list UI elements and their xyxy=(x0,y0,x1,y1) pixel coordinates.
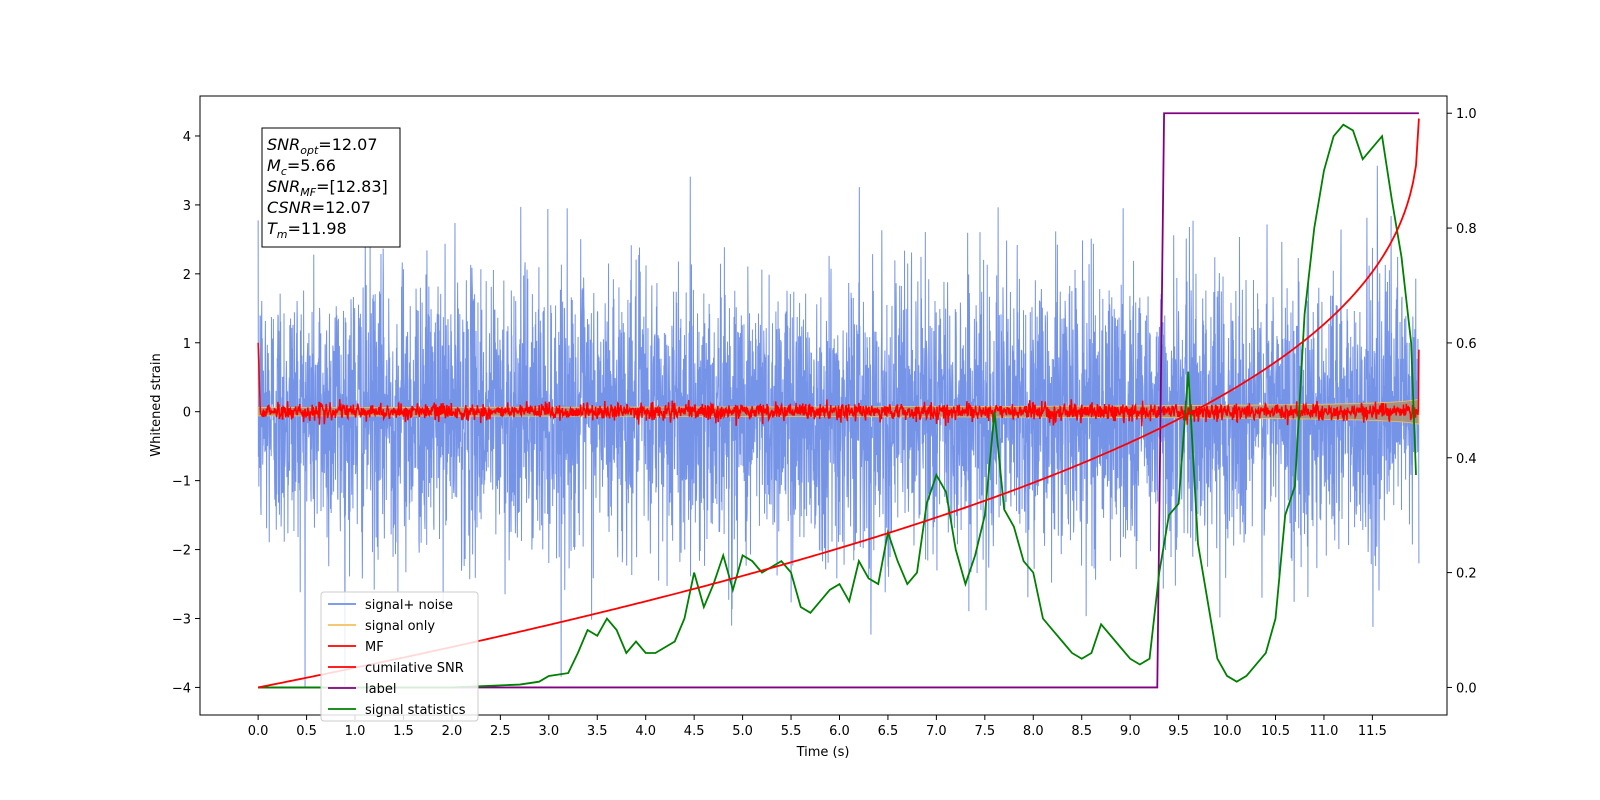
plot-frame xyxy=(199,95,1448,716)
x-tick-label: 7.5 xyxy=(974,724,995,739)
x-tick-label: 5.5 xyxy=(781,724,802,739)
y-tick-label: −1 xyxy=(172,475,191,490)
info-box: SNRopt=12.07Mc=5.66SNRMF=[12.83]CSNR=12.… xyxy=(261,127,401,248)
legend-entry: label xyxy=(365,682,396,697)
legend-entry: signal only xyxy=(365,619,435,634)
legend: signal+ noise signal only MF cumilative SNR… xyxy=(320,591,479,722)
legend-entry: cumilative SNR xyxy=(365,661,464,676)
series-signal-noise xyxy=(257,165,1420,688)
series-signal-statistics xyxy=(258,123,1417,689)
x-tick-label: 2.0 xyxy=(442,724,463,739)
y-tick-label: 3 xyxy=(183,199,191,214)
legend-frame xyxy=(320,591,479,722)
series-mf xyxy=(257,342,1420,427)
y-axis-left: −4 −3 −2 −1 0 1 2 3 4 xyxy=(172,130,200,696)
y-tick-label: 4 xyxy=(183,130,191,145)
y-axis-right: 0.0 0.2 0.4 0.6 0.8 1.0 xyxy=(1447,107,1477,696)
y2-tick-label: 0.6 xyxy=(1456,337,1477,352)
x-tick-label: 0.5 xyxy=(296,724,317,739)
x-tick-label: 11.5 xyxy=(1358,724,1387,739)
legend-entry: MF xyxy=(365,640,384,655)
y-tick-label: 1 xyxy=(183,337,191,352)
y2-tick-label: 1.0 xyxy=(1456,107,1477,122)
x-tick-label: 8.0 xyxy=(1023,724,1044,739)
x-tick-label: 10.5 xyxy=(1261,724,1290,739)
x-tick-label: 2.5 xyxy=(490,724,511,739)
x-tick-label: 0.0 xyxy=(248,724,269,739)
info-box-frame xyxy=(261,127,401,248)
x-tick-label: 5.0 xyxy=(732,724,753,739)
x-axis: 0.0 0.5 1.0 1.5 2.0 2.5 3.0 3.5 4.0 4.5 5.0 5.5 6.0 6… xyxy=(248,715,1387,739)
y-tick-label: −2 xyxy=(172,544,191,559)
x-tick-label: 6.0 xyxy=(829,724,850,739)
x-tick-label: 1.0 xyxy=(345,724,366,739)
x-tick-label: 11.0 xyxy=(1309,724,1338,739)
info-line: SNRMF=[12.83] xyxy=(267,177,388,199)
y2-tick-label: 0.4 xyxy=(1456,452,1477,467)
y-tick-label: 0 xyxy=(183,406,191,421)
legend-entry: signal statistics xyxy=(365,703,466,718)
y2-tick-label: 0.8 xyxy=(1456,222,1477,237)
y-axis-label: Whitened strain xyxy=(149,353,164,456)
y2-tick-label: 0.2 xyxy=(1456,567,1477,582)
x-tick-label: 1.5 xyxy=(393,724,414,739)
x-tick-label: 3.0 xyxy=(538,724,559,739)
info-line: Mc=5.66 xyxy=(267,156,336,178)
x-tick-label: 6.5 xyxy=(878,724,899,739)
x-tick-label: 8.5 xyxy=(1071,724,1092,739)
x-axis-label: Time (s) xyxy=(796,745,850,760)
info-line: SNRopt=12.07 xyxy=(267,135,378,157)
x-tick-label: 9.5 xyxy=(1168,724,1189,739)
x-tick-label: 4.5 xyxy=(684,724,705,739)
y-tick-label: −4 xyxy=(172,681,191,696)
x-tick-label: 10.0 xyxy=(1213,724,1242,739)
x-tick-label: 9.0 xyxy=(1120,724,1141,739)
x-tick-label: 4.0 xyxy=(635,724,656,739)
info-line: Tm=11.98 xyxy=(267,219,347,241)
y-tick-label: −3 xyxy=(172,612,191,627)
legend-entry: signal+ noise xyxy=(365,598,453,613)
x-tick-label: 7.0 xyxy=(926,724,947,739)
info-line: CSNR=12.07 xyxy=(267,198,371,217)
y-tick-label: 2 xyxy=(183,268,191,283)
series-label xyxy=(258,112,1419,689)
y2-tick-label: 0.0 xyxy=(1456,681,1477,696)
x-tick-label: 3.5 xyxy=(587,724,608,739)
